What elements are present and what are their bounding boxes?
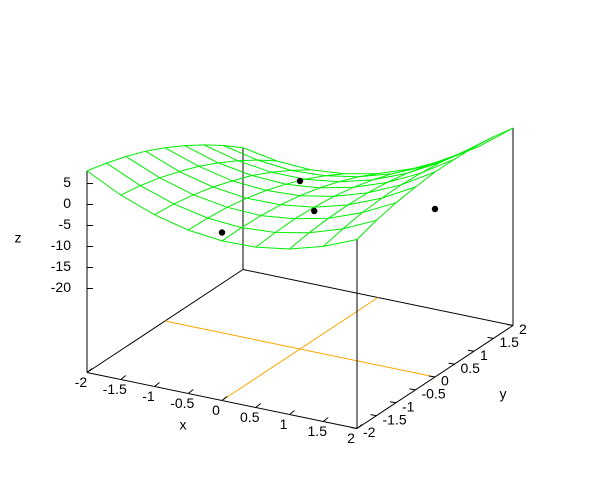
y-tick: [487, 336, 494, 339]
data-point: [296, 177, 304, 185]
mesh-line: [125, 156, 397, 220]
mesh-line: [203, 144, 475, 183]
z-tick-label: -5: [59, 216, 72, 232]
x-tick: [221, 396, 228, 401]
mesh-line: [106, 162, 377, 234]
mesh-line: [322, 145, 480, 247]
y-tick: [467, 349, 475, 352]
y-tick-label: -1.5: [383, 411, 407, 427]
mesh-line: [242, 127, 514, 175]
x-tick-label: 2: [347, 430, 355, 446]
zero-axis: [164, 320, 436, 378]
y-tick-label: 1: [480, 347, 488, 363]
x-tick: [322, 417, 329, 422]
y-tick-label: 2: [519, 321, 527, 337]
y-axis-label: y: [500, 386, 507, 402]
y-tick: [389, 401, 397, 404]
x-tick-label: -1: [142, 388, 155, 404]
mesh-line: [255, 168, 412, 248]
x-tick-label: 0.5: [240, 409, 260, 425]
x-tick-label: 1.5: [308, 423, 328, 439]
y-tick: [428, 375, 436, 378]
z-tick-label: -20: [51, 279, 71, 295]
mesh-line: [164, 147, 436, 197]
x-tick: [356, 424, 363, 429]
z-tick-label: 5: [63, 174, 71, 190]
y-tick-label: 0: [441, 373, 449, 389]
y-tick-label: 1.5: [500, 334, 520, 350]
y-tick: [370, 414, 377, 417]
x-tick: [187, 389, 194, 394]
mesh-line: [154, 169, 311, 216]
mesh-line: [145, 150, 416, 208]
data-point: [311, 207, 318, 215]
x-tick-label: 1: [280, 416, 288, 432]
mesh-line: [223, 136, 494, 178]
y-tick-label: -1: [402, 398, 415, 414]
y-tick: [409, 388, 416, 391]
y-tick: [506, 324, 514, 326]
y-tick-label: 0.5: [461, 360, 481, 376]
x-tick: [154, 382, 160, 387]
y-tick-label: -0.5: [422, 386, 446, 402]
mesh-line: [184, 145, 455, 189]
x-tick: [120, 375, 127, 380]
data-point: [431, 205, 439, 213]
x-axis-label: x: [180, 417, 187, 433]
y-tick: [448, 362, 455, 365]
y-tick-label: -2: [363, 424, 376, 440]
x-tick: [255, 403, 262, 408]
x-tick-label: 0: [212, 402, 220, 418]
data-point: [218, 229, 226, 236]
mesh-line: [86, 170, 358, 250]
z-tick-label: -10: [51, 237, 71, 253]
x-tick: [86, 368, 93, 373]
z-tick-label: -15: [51, 258, 71, 274]
x-tick-label: -2: [75, 374, 88, 390]
z-axis-label: z: [15, 230, 22, 246]
mesh-line: [120, 159, 277, 196]
x-tick: [289, 410, 295, 415]
z-tick-label: 0: [63, 195, 71, 211]
y-tick: [350, 427, 358, 429]
mesh-line: [86, 144, 244, 172]
x-tick-label: -0.5: [170, 395, 194, 411]
x-tick-label: -1.5: [103, 381, 127, 397]
